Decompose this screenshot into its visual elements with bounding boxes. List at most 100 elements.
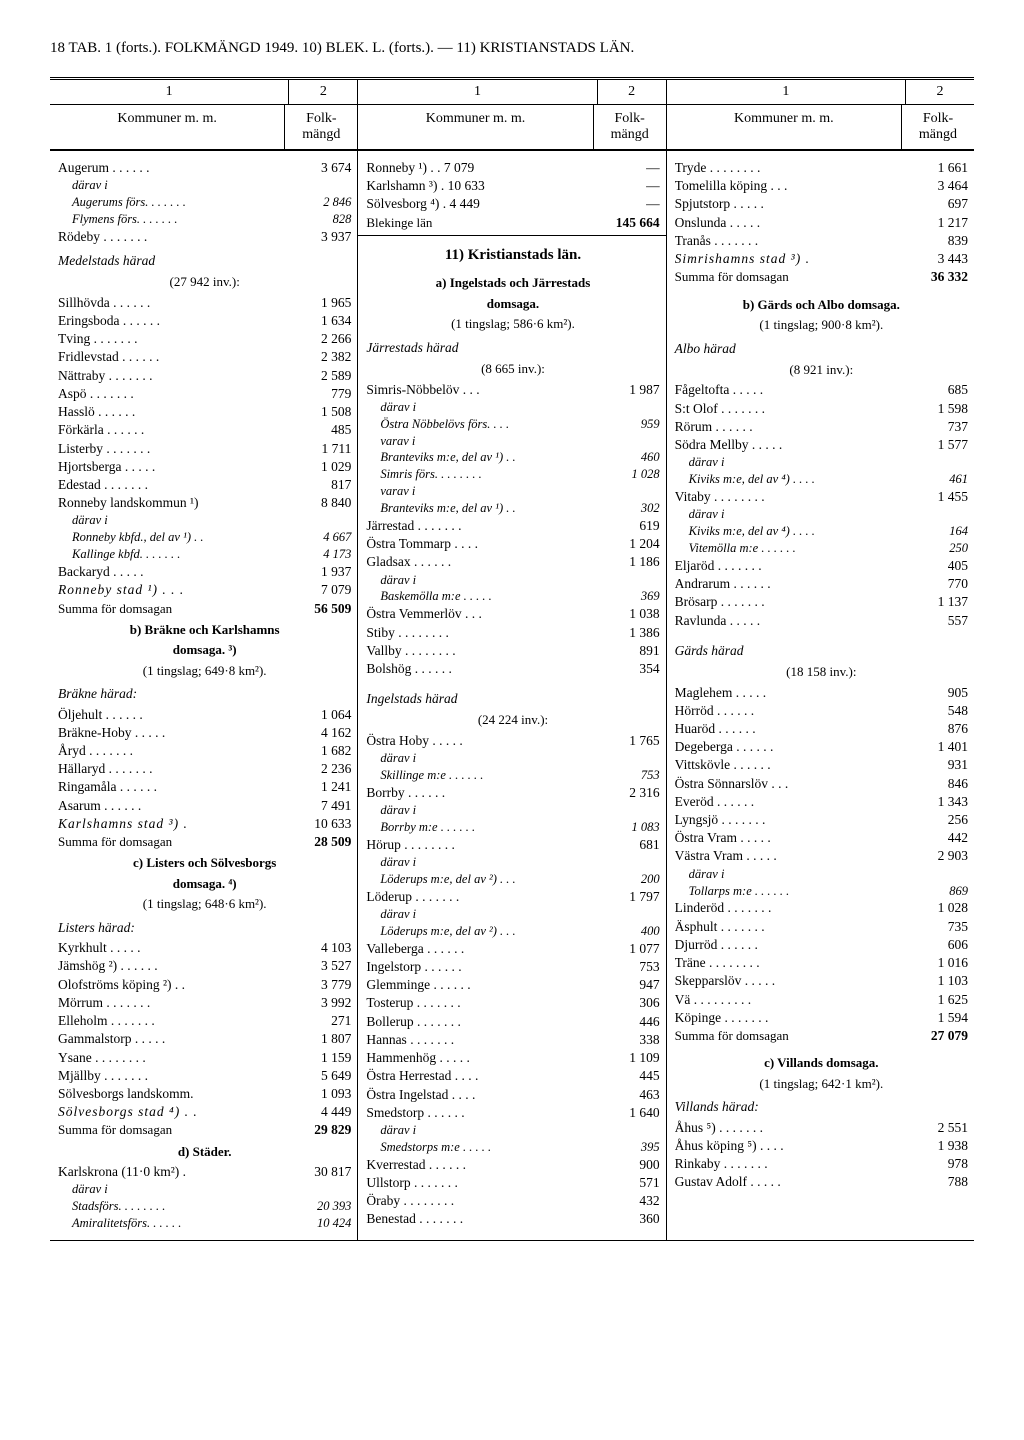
table-row: Bolshög . . . . . .354 bbox=[366, 660, 659, 678]
data-table: 1 2 Kommuner m. m. Folk-mängd Augerum . … bbox=[50, 77, 974, 1241]
row-name: Elleholm . . . . . . . bbox=[58, 1012, 296, 1030]
sub-text: (24 224 inv.): bbox=[366, 711, 659, 729]
table-row: Vitemölla m:e . . . . . .250 bbox=[675, 540, 968, 557]
table-row: Smedstorps m:e . . . . .395 bbox=[366, 1139, 659, 1156]
row-value bbox=[605, 750, 660, 767]
row-name: Östra Tommarp . . . . bbox=[366, 535, 604, 553]
col-label: Kommuner m. m. bbox=[667, 105, 902, 149]
row-value bbox=[605, 572, 660, 589]
table-row: Eljaröd . . . . . . .405 bbox=[675, 557, 968, 575]
table-row: Västra Vram . . . . .2 903 bbox=[675, 847, 968, 865]
table-row: Fågeltofta . . . . .685 bbox=[675, 381, 968, 399]
row-value: 432 bbox=[605, 1192, 660, 1210]
row-value: 876 bbox=[913, 720, 968, 738]
row-name: Ravlunda . . . . . bbox=[675, 612, 913, 630]
section-heading: b) Gärds och Albo domsaga. bbox=[675, 296, 968, 314]
row-name: Löderups m:e, del av ²) . . . bbox=[366, 871, 604, 888]
row-name: Blekinge län bbox=[366, 214, 604, 232]
table-row: Hällaryd . . . . . . .2 236 bbox=[58, 760, 351, 778]
table-row: Asarum . . . . . .7 491 bbox=[58, 797, 351, 815]
row-name: Löderup . . . . . . . bbox=[366, 888, 604, 906]
row-name: Smedstorp . . . . . . bbox=[366, 1104, 604, 1122]
spacer bbox=[366, 678, 659, 684]
row-value: 200 bbox=[605, 871, 660, 888]
table-row: Vitaby . . . . . . . .1 455 bbox=[675, 488, 968, 506]
table-row: Eringsboda . . . . . .1 634 bbox=[58, 312, 351, 330]
row-value: 446 bbox=[605, 1013, 660, 1031]
section-heading: b) Bräkne och Karlshamns bbox=[58, 621, 351, 639]
row-value: 1 938 bbox=[913, 1137, 968, 1155]
row-value: 28 509 bbox=[296, 833, 351, 851]
row-value bbox=[605, 399, 660, 416]
row-value: 891 bbox=[605, 642, 660, 660]
row-name: Borrby m:e . . . . . . bbox=[366, 819, 604, 836]
row-value: 3 674 bbox=[296, 159, 351, 177]
row-value bbox=[605, 906, 660, 923]
table-row: Köpinge . . . . . . .1 594 bbox=[675, 1009, 968, 1027]
row-value: 788 bbox=[913, 1173, 968, 1191]
row-value: 485 bbox=[296, 421, 351, 439]
table-row: Äsphult . . . . . . .735 bbox=[675, 918, 968, 936]
section-title: Villands härad: bbox=[675, 1098, 968, 1116]
column-2: 1 2 Kommuner m. m. Folk-mängd Ronneby ¹)… bbox=[358, 80, 666, 1240]
row-name: Valleberga . . . . . . bbox=[366, 940, 604, 958]
row-value bbox=[605, 483, 660, 500]
row-value: 1 640 bbox=[605, 1104, 660, 1122]
table-row: Karlshamn ³) . 10 633— bbox=[366, 177, 659, 195]
col-num: 2 bbox=[289, 80, 357, 104]
row-name: Benestad . . . . . . . bbox=[366, 1210, 604, 1228]
table-row: Augerum . . . . . .3 674 bbox=[58, 159, 351, 177]
row-value: 1 241 bbox=[296, 778, 351, 796]
section-heading: domsaga. ⁴) bbox=[58, 875, 351, 893]
row-value: 1 029 bbox=[296, 458, 351, 476]
table-row: Mörrum . . . . . . .3 992 bbox=[58, 994, 351, 1012]
section-title: Ingelstads härad bbox=[366, 690, 659, 708]
table-row: Ravlunda . . . . .557 bbox=[675, 612, 968, 630]
row-name: Ringamåla . . . . . . bbox=[58, 778, 296, 796]
row-name: Summa för domsagan bbox=[675, 1027, 913, 1045]
row-name: Gustav Adolf . . . . . bbox=[675, 1173, 913, 1191]
row-name: Gammalstorp . . . . . bbox=[58, 1030, 296, 1048]
row-name: Simris-Nöbbelöv . . . bbox=[366, 381, 604, 399]
table-row: därav i bbox=[58, 512, 351, 529]
row-name: Edestad . . . . . . . bbox=[58, 476, 296, 494]
row-name: Karlshamn ³) . 10 633 bbox=[366, 177, 604, 195]
section-heading: d) Städer. bbox=[58, 1143, 351, 1161]
row-value: 250 bbox=[913, 540, 968, 557]
row-name: Tving . . . . . . . bbox=[58, 330, 296, 348]
row-name: Äsphult . . . . . . . bbox=[675, 918, 913, 936]
row-value: 2 903 bbox=[913, 847, 968, 865]
row-value: 395 bbox=[605, 1139, 660, 1156]
row-name: därav i bbox=[58, 177, 296, 194]
row-name: därav i bbox=[58, 512, 296, 529]
row-value: 3 779 bbox=[296, 976, 351, 994]
table-row: Öljehult . . . . . .1 064 bbox=[58, 706, 351, 724]
lan-heading: 11) Kristianstads län. bbox=[366, 245, 659, 265]
row-name: Skillinge m:e . . . . . . bbox=[366, 767, 604, 784]
table-row: Tryde . . . . . . . .1 661 bbox=[675, 159, 968, 177]
table-row: Skillinge m:e . . . . . .753 bbox=[366, 767, 659, 784]
spacer bbox=[366, 265, 659, 271]
row-name: Södra Mellby . . . . . bbox=[675, 436, 913, 454]
section-title: Albo härad bbox=[675, 340, 968, 358]
col-num: 2 bbox=[906, 80, 974, 104]
row-value bbox=[913, 454, 968, 471]
table-row: Bräkne-Hoby . . . . .4 162 bbox=[58, 724, 351, 742]
table-row: Sölvesborg ⁴) . 4 449— bbox=[366, 195, 659, 213]
table-row: Hammenhög . . . . .1 109 bbox=[366, 1049, 659, 1067]
table-row: Stiby . . . . . . . .1 386 bbox=[366, 624, 659, 642]
row-name: Gladsax . . . . . . bbox=[366, 553, 604, 571]
row-value: 460 bbox=[605, 449, 660, 466]
col-num: 2 bbox=[598, 80, 666, 104]
row-name: Summa för domsagan bbox=[675, 268, 913, 286]
row-value: 360 bbox=[605, 1210, 660, 1228]
table-row: Simrishamns stad ³) .3 443 bbox=[675, 250, 968, 268]
row-value: 4 162 bbox=[296, 724, 351, 742]
table-row: Edestad . . . . . . .817 bbox=[58, 476, 351, 494]
table-row: Hasslö . . . . . .1 508 bbox=[58, 403, 351, 421]
row-value: 3 527 bbox=[296, 957, 351, 975]
row-value: 369 bbox=[605, 588, 660, 605]
table-row: Förkärla . . . . . .485 bbox=[58, 421, 351, 439]
table-row: Lyngsjö . . . . . . .256 bbox=[675, 811, 968, 829]
row-value: 1 711 bbox=[296, 440, 351, 458]
